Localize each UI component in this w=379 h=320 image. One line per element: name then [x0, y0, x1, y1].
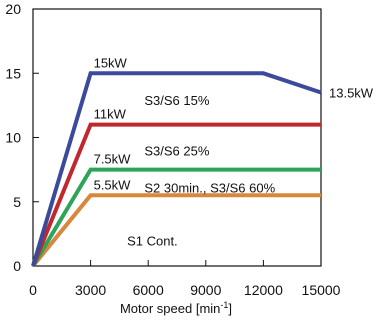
y-tick-label: 20 [5, 1, 21, 17]
series-label: 5.5kW [94, 177, 132, 192]
series-line [31, 193, 321, 268]
y-tick-label: 5 [13, 194, 21, 210]
x-axis-title: Motor speed [min-1] [120, 300, 232, 316]
y-axis-ticks: 0 5 10 15 20 [5, 1, 39, 274]
plot-frame [32, 8, 322, 267]
series-label: 7.5kW [94, 152, 132, 167]
x-tick-label: 9000 [190, 282, 221, 298]
series-lines [31, 71, 322, 268]
y-tick-label: 0 [13, 258, 21, 274]
zone-label: S2 30min., S3/S6 60% [144, 181, 275, 196]
series-labels: 15kW 13.5kW 11kW 7.5kW 5.5kW [94, 55, 374, 192]
zone-label: S3/S6 15% [144, 93, 209, 108]
series-end-label: 13.5kW [329, 86, 374, 101]
series-label: 11kW [94, 107, 127, 122]
x-axis-ticks: 0 3000 6000 9000 12000 15000 [29, 260, 341, 298]
series-line [31, 167, 321, 268]
plot-border [32, 8, 322, 267]
zone-label: S3/S6 25% [144, 143, 209, 158]
y-tick-label: 15 [5, 65, 21, 81]
series-line [31, 71, 322, 267]
zone-annotations: S3/S6 15% S3/S6 25% S2 30min., S3/S6 60% S1… [127, 93, 276, 248]
zone-label: S1 Cont. [127, 233, 178, 248]
series-label: 15kW [94, 55, 128, 70]
x-tick-label: 3000 [75, 282, 106, 298]
x-tick-label: 0 [29, 282, 37, 298]
series-line [31, 122, 321, 267]
x-tick-label: 12000 [244, 282, 283, 298]
y-tick-label: 10 [5, 130, 21, 146]
x-tick-label: 6000 [133, 282, 164, 298]
x-tick-label: 15000 [302, 282, 341, 298]
